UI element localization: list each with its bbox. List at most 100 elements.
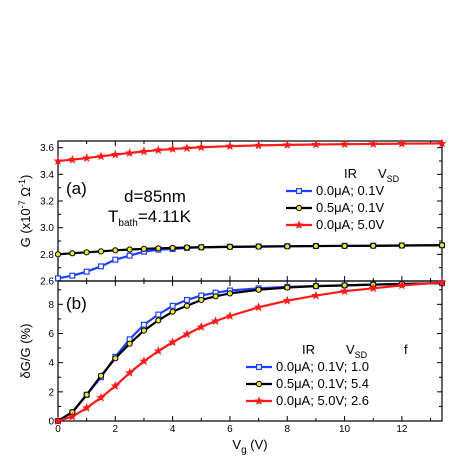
panel-b: 0 2 4 6 8 δG/G (%) (b) IR VSD f 0.0μA; 0.1V; 1.0 0.… bbox=[18, 277, 447, 428]
legend-marker bbox=[294, 220, 304, 229]
data-point bbox=[140, 245, 148, 252]
legend-label: 0.0μA; 0.1V; 1.0 bbox=[276, 359, 369, 374]
y-tick-label: 6 bbox=[48, 329, 54, 340]
shared-axes: 0 2 4 6 8 10 12 Vg (V) bbox=[55, 424, 408, 456]
x-axis-label-part: (V) bbox=[247, 437, 268, 452]
data-point bbox=[312, 283, 320, 290]
data-point bbox=[110, 381, 120, 390]
legend-marker bbox=[295, 204, 303, 212]
data-point bbox=[182, 329, 192, 339]
data-point bbox=[253, 302, 264, 312]
panel-label: (b) bbox=[66, 294, 87, 313]
data-point bbox=[226, 243, 234, 250]
legend-marker bbox=[256, 364, 263, 371]
data-point bbox=[155, 245, 162, 252]
data-point bbox=[125, 368, 135, 377]
data-point bbox=[183, 302, 191, 309]
annotation-temperature-part: bath bbox=[118, 218, 137, 229]
data-point bbox=[169, 308, 176, 315]
series-line bbox=[57, 282, 443, 422]
legend-item: 0.0μA; 5.0V bbox=[286, 217, 385, 232]
data-point bbox=[341, 242, 348, 250]
data-point bbox=[83, 249, 90, 256]
legend-header-ir: IR bbox=[302, 342, 315, 357]
data-point bbox=[153, 346, 163, 355]
data-point bbox=[155, 317, 162, 324]
x-tick-label: 12 bbox=[396, 424, 408, 435]
annotation-thickness: d=85nm bbox=[124, 187, 186, 206]
data-point bbox=[140, 327, 148, 334]
y-tick-label: 3.0 bbox=[40, 223, 54, 234]
data-point bbox=[225, 311, 235, 320]
y-axis-label-part: G (x10 bbox=[18, 208, 33, 247]
x-axis-label-part: g bbox=[241, 445, 247, 456]
legend-item: 0.5μA; 0.1V; 5.4 bbox=[246, 376, 369, 391]
data-point bbox=[253, 140, 264, 150]
data-point bbox=[126, 340, 133, 347]
legend-marker bbox=[255, 380, 263, 388]
data-point bbox=[153, 145, 163, 154]
data-point bbox=[311, 290, 321, 300]
data-point bbox=[53, 416, 63, 425]
data-point bbox=[183, 244, 191, 251]
data-point bbox=[196, 322, 206, 331]
y-tick-label: 3.2 bbox=[40, 197, 54, 208]
annotation-temperature: Tbath=4.11K bbox=[108, 207, 192, 229]
data-point bbox=[83, 268, 90, 275]
data-point bbox=[255, 286, 262, 293]
x-tick-label: 8 bbox=[284, 424, 290, 435]
x-tick-label: 4 bbox=[170, 424, 176, 435]
legend-header-vsd-part: SD bbox=[355, 350, 368, 360]
series-3 bbox=[53, 138, 447, 165]
data-point bbox=[282, 140, 292, 149]
y-tick-label: 2 bbox=[48, 387, 54, 398]
data-point bbox=[96, 392, 106, 402]
annotation-temperature-part: T bbox=[108, 207, 118, 226]
data-point bbox=[125, 148, 135, 157]
legend-header-ir: IR bbox=[344, 166, 357, 181]
legend-label: 0.0μA; 5.0V; 2.6 bbox=[276, 393, 369, 408]
data-point bbox=[284, 284, 291, 291]
data-point bbox=[212, 293, 219, 300]
data-point bbox=[139, 146, 149, 156]
data-point bbox=[311, 139, 321, 149]
data-point bbox=[69, 250, 76, 257]
series-line bbox=[57, 281, 443, 423]
legend-item: 0.0μA; 5.0V; 2.6 bbox=[246, 393, 369, 408]
data-point bbox=[67, 154, 77, 164]
data-point bbox=[54, 275, 61, 282]
legend-header-f: f bbox=[404, 342, 408, 357]
data-point bbox=[82, 153, 92, 162]
plot-frame bbox=[57, 280, 443, 422]
y-axis-label-part: Ω bbox=[18, 187, 33, 201]
data-point bbox=[196, 142, 206, 152]
data-point bbox=[225, 141, 235, 151]
data-point bbox=[83, 391, 90, 398]
data-point bbox=[282, 295, 292, 305]
data-point bbox=[53, 156, 63, 165]
data-point bbox=[226, 290, 234, 297]
panel-a: 2.6 2.8 3.0 3.2 3.4 3.6 G (x10-7 Ω-1) (a) d=85nm… bbox=[17, 138, 447, 288]
data-point bbox=[112, 355, 119, 362]
legend-header-vsd-part: SD bbox=[387, 174, 400, 184]
data-point bbox=[437, 277, 447, 287]
series-2 bbox=[54, 280, 446, 425]
data-point bbox=[54, 251, 62, 258]
data-point bbox=[339, 286, 350, 296]
data-point bbox=[97, 248, 105, 255]
data-point bbox=[284, 243, 291, 250]
y-tick-label: 8 bbox=[48, 300, 54, 311]
data-point bbox=[182, 143, 192, 152]
legend-header-vsd: VSD bbox=[346, 342, 368, 360]
x-axis-label: Vg (V) bbox=[232, 437, 267, 456]
y-tick-label: 2.6 bbox=[40, 277, 54, 288]
x-tick-label: 6 bbox=[227, 424, 233, 435]
data-point bbox=[140, 321, 147, 328]
data-point bbox=[198, 244, 205, 251]
data-point bbox=[112, 247, 119, 254]
legend-label: 0.0μA; 5.0V bbox=[316, 217, 385, 232]
y-axis-label-part: ) bbox=[18, 175, 33, 179]
data-point bbox=[168, 337, 178, 347]
data-point bbox=[211, 316, 221, 326]
